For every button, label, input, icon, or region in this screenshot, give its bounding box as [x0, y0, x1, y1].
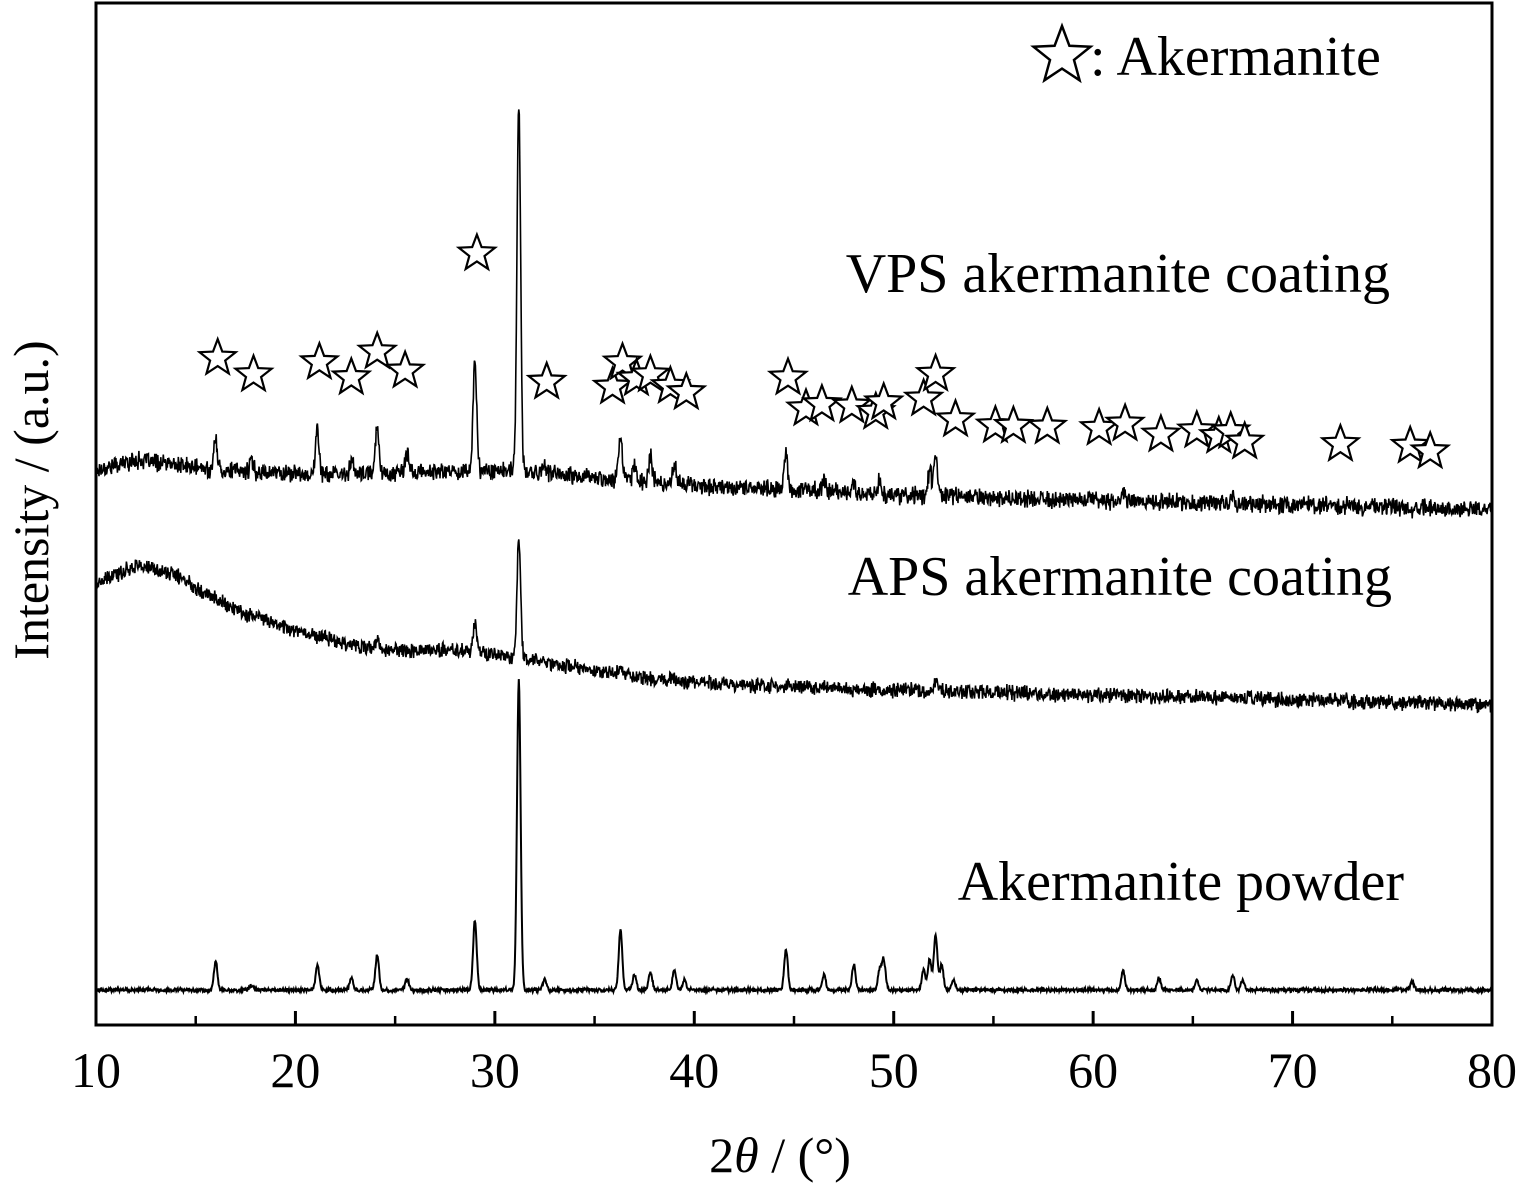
star-marker [298, 340, 341, 381]
star-marker [232, 352, 275, 393]
star-marker [330, 355, 373, 396]
x-axis-title-theta: θ [734, 1127, 759, 1183]
x-axis-title: 2θ / (°) [709, 1127, 851, 1183]
series-label-3: Akermanite powder [958, 851, 1405, 913]
x-tick-label: 30 [470, 1042, 520, 1098]
star-marker [1078, 405, 1121, 447]
star-marker [196, 335, 239, 377]
star-marker [665, 370, 708, 411]
x-tick-label: 10 [71, 1042, 121, 1098]
x-axis: 10 20 30 40 50 60 70 80 [71, 1011, 1517, 1098]
star-marker [384, 348, 427, 389]
series-layer [95, 109, 1493, 996]
star-marker [525, 359, 568, 400]
star-marker-layer [196, 231, 1452, 470]
star-marker [766, 355, 810, 396]
star-marker [629, 352, 672, 393]
x-tick-label: 50 [869, 1042, 919, 1098]
star-marker [934, 397, 977, 438]
x-tick-label: 20 [270, 1042, 320, 1098]
legend-star-icon [1030, 22, 1094, 84]
x-axis-title-prefix: 2 [709, 1127, 734, 1183]
x-tick-label: 80 [1467, 1042, 1517, 1098]
star-marker [1104, 401, 1147, 442]
star-marker [356, 329, 399, 370]
star-marker [992, 403, 1035, 444]
series-label-2: APS akermanite coating [848, 546, 1392, 608]
star-marker [1223, 419, 1266, 460]
star-marker [800, 382, 843, 423]
star-marker [830, 383, 873, 424]
star-marker [902, 376, 945, 417]
star-marker [1409, 429, 1452, 470]
legend: : Akermanite [1030, 22, 1381, 88]
star-marker [1026, 404, 1069, 445]
series-line-1 [95, 109, 1493, 519]
x-tick-label: 70 [1268, 1042, 1318, 1098]
series-line-3 [95, 679, 1493, 996]
star-marker [862, 380, 905, 421]
star-marker [914, 351, 957, 392]
series-labels: VPS akermanite coating APS akermanite coa… [846, 243, 1405, 913]
series-line-2 [95, 539, 1493, 714]
y-axis-title: Intensity / (a.u.) [3, 340, 59, 659]
star-marker [1319, 422, 1362, 463]
star-marker [1175, 408, 1218, 449]
legend-label: : Akermanite [1090, 26, 1381, 88]
star-marker [591, 364, 634, 405]
x-tick-label: 60 [1068, 1042, 1118, 1098]
x-axis-title-suffix: / (°) [759, 1127, 851, 1183]
x-tick-label: 40 [669, 1042, 719, 1098]
series-label-1: VPS akermanite coating [846, 243, 1390, 305]
star-marker [601, 340, 644, 381]
star-marker [1389, 423, 1432, 464]
star-marker [455, 231, 498, 272]
star-marker [1139, 412, 1182, 453]
